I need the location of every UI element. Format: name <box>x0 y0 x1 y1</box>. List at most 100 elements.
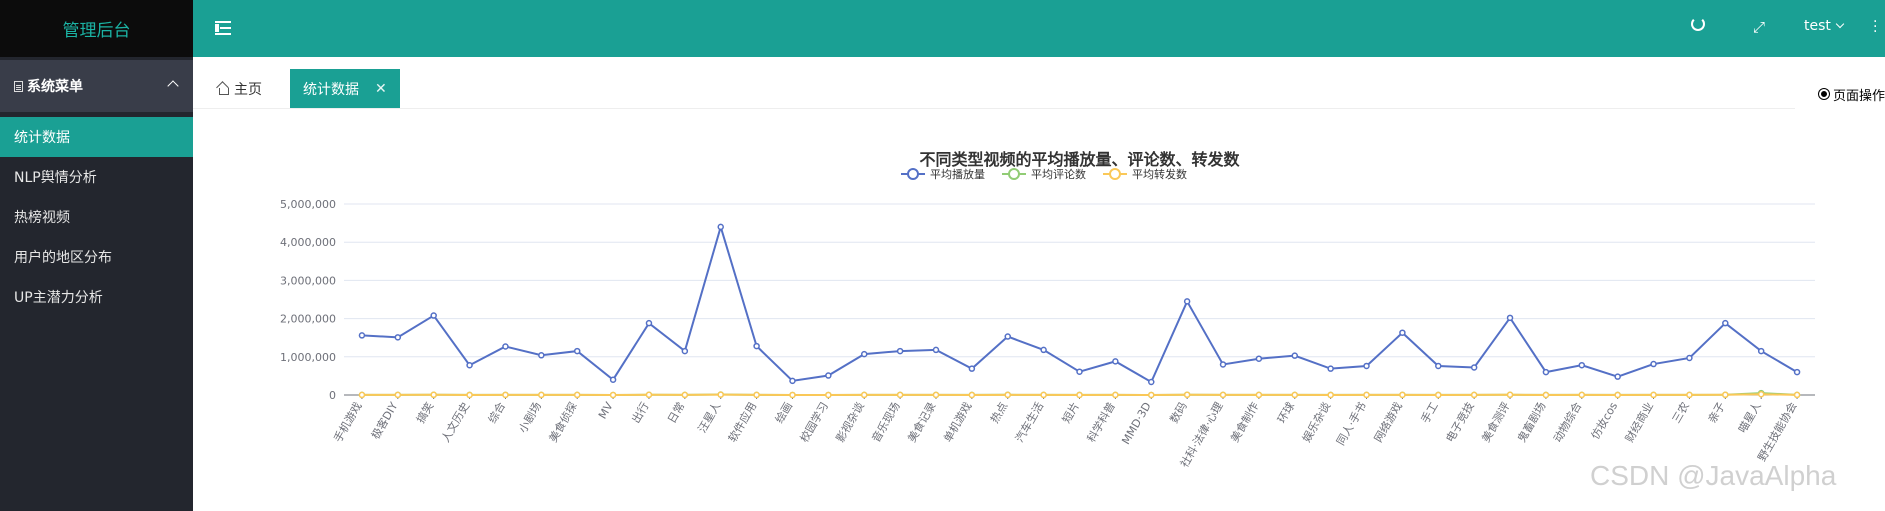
series-2-point-17 <box>968 391 976 399</box>
series-2-point-1 <box>394 391 402 399</box>
top-header: ⤢ test · · · <box>193 0 1885 57</box>
x-tick-label-8: 出行 <box>628 400 651 426</box>
series-0-point-10 <box>717 223 724 231</box>
user-menu[interactable]: test <box>1804 18 1845 34</box>
series-2-point-22 <box>1148 391 1155 399</box>
series-2-point-19 <box>1040 391 1047 399</box>
series-0-point-29 <box>1399 329 1406 336</box>
series-0-point-27 <box>1327 365 1334 372</box>
tab-bar: 主页 统计数据 ✕ 页面操作 <box>193 57 1885 109</box>
series-0-point-20 <box>1076 368 1083 375</box>
sidebar-item-hot-videos[interactable]: 热榜视频 <box>14 210 70 226</box>
x-tick-label-15: 音乐现场 <box>869 400 903 445</box>
y-tick-label-5: 5,000,000 <box>280 198 336 211</box>
series-2-point-32 <box>1506 391 1514 399</box>
x-tick-label-0: 手机游戏 <box>330 400 364 445</box>
x-tick-label-19: 汽车生活 <box>1012 400 1046 445</box>
series-2-point-8 <box>645 391 653 399</box>
series-2-point-16 <box>932 391 940 399</box>
x-tick-label-3: 人文历史 <box>438 400 472 445</box>
tab-statistics[interactable]: 统计数据 ✕ <box>290 69 400 108</box>
x-tick-label-26: 环球 <box>1274 400 1297 426</box>
x-tick-label-22: MMD·3D <box>1119 400 1153 447</box>
tab-home[interactable]: 主页 <box>217 69 262 108</box>
series-2-point-35 <box>1614 391 1621 399</box>
series-2-point-38 <box>1722 391 1729 399</box>
series-0-point-5 <box>538 352 545 359</box>
series-0-point-28 <box>1363 362 1370 370</box>
series-0-point-32 <box>1506 314 1514 322</box>
document-icon <box>14 80 23 92</box>
y-tick-label-0: 0 <box>329 389 336 402</box>
series-0-point-14 <box>860 350 868 358</box>
page-operations-button[interactable]: 页面操作 <box>1794 79 1885 109</box>
series-2-point-33 <box>1542 391 1550 399</box>
series-0-point-36 <box>1650 360 1657 368</box>
x-tick-label-7: MV <box>596 400 616 422</box>
series-0-point-26 <box>1291 352 1299 359</box>
x-tick-label-29: 网络游戏 <box>1371 400 1405 445</box>
series-2-point-0 <box>358 391 366 399</box>
series-0-point-23 <box>1183 298 1191 305</box>
menu-items: 统计数据 NLP舆情分析 热榜视频 用户的地区分布 UP主潜力分析 <box>0 112 193 317</box>
x-tick-label-6: 美食侦探 <box>546 400 580 445</box>
x-tick-label-27: 娱乐杂谈 <box>1299 400 1333 445</box>
series-0-point-38 <box>1722 319 1729 327</box>
legend-marker-0 <box>907 168 919 180</box>
refresh-icon[interactable] <box>1691 17 1705 31</box>
series-0-point-11 <box>753 342 760 350</box>
legend-label-2: 平均转发数 <box>1132 167 1187 181</box>
series-2-point-15 <box>896 391 904 399</box>
x-tick-label-17: 单机游戏 <box>940 400 974 445</box>
series-2-point-13 <box>825 391 832 399</box>
y-tick-label-2: 2,000,000 <box>280 313 336 326</box>
x-tick-label-30: 手工 <box>1418 400 1441 426</box>
sidebar-item-user-regions[interactable]: 用户的地区分布 <box>14 250 112 266</box>
y-tick-label-3: 3,000,000 <box>280 274 336 287</box>
fullscreen-icon[interactable]: ⤢ <box>1753 18 1766 36</box>
series-2-point-20 <box>1076 391 1083 399</box>
series-0-point-33 <box>1542 368 1550 376</box>
series-2-point-34 <box>1578 391 1586 399</box>
legend-marker-1 <box>1008 168 1020 180</box>
sidebar-item-statistics[interactable]: 统计数据 <box>0 117 193 157</box>
y-tick-label-1: 1,000,000 <box>280 351 336 364</box>
series-0-point-39 <box>1757 347 1765 355</box>
series-0-point-0 <box>358 332 366 339</box>
series-0-point-24 <box>1219 361 1227 368</box>
watermark: CSDN @JavaAlpha <box>1590 460 1837 491</box>
close-icon[interactable]: ✕ <box>375 80 387 97</box>
x-tick-label-14: 影视杂谈 <box>833 400 867 445</box>
series-2-point-14 <box>860 391 868 399</box>
series-0-point-31 <box>1470 364 1478 371</box>
sidebar-item-up-potential[interactable]: UP主潜力分析 <box>14 290 103 306</box>
sidebar: 管理后台 系统菜单 统计数据 NLP舆情分析 热榜视频 用户的地区分布 UP主潜… <box>0 0 193 511</box>
series-2-point-31 <box>1470 391 1478 399</box>
x-tick-label-12: 绘画 <box>772 400 795 426</box>
series-2-point-39 <box>1757 390 1765 398</box>
x-tick-label-1: 极客DIY <box>368 399 400 441</box>
series-0-point-2 <box>430 312 437 319</box>
menu-group-system[interactable]: 系统菜单 <box>0 60 193 112</box>
x-tick-label-35: 仿妆cos <box>1589 400 1621 442</box>
sidebar-item-nlp[interactable]: NLP舆情分析 <box>14 170 97 186</box>
app-logo[interactable]: 管理后台 <box>0 0 193 57</box>
x-tick-label-16: 美食记录 <box>904 400 938 445</box>
series-0-point-9 <box>681 347 689 355</box>
series-2-point-4 <box>502 391 509 399</box>
home-icon <box>217 83 229 95</box>
more-icon[interactable]: · · · <box>1873 14 1878 40</box>
series-0-point-12 <box>789 377 796 385</box>
legend-marker-2 <box>1109 168 1121 180</box>
series-0-point-30 <box>1435 362 1442 370</box>
series-2-point-3 <box>466 391 473 399</box>
series-line-0 <box>361 223 1798 384</box>
series-2-point-9 <box>681 391 689 399</box>
y-tick-label-4: 4,000,000 <box>280 236 336 249</box>
x-tick-label-4: 综合 <box>485 400 508 426</box>
series-2-point-36 <box>1650 391 1657 399</box>
x-tick-label-36: 财经商业 <box>1622 400 1656 445</box>
menu-fold-icon[interactable] <box>215 21 231 35</box>
series-2-point-28 <box>1363 391 1370 399</box>
series-0-point-17 <box>968 365 976 372</box>
